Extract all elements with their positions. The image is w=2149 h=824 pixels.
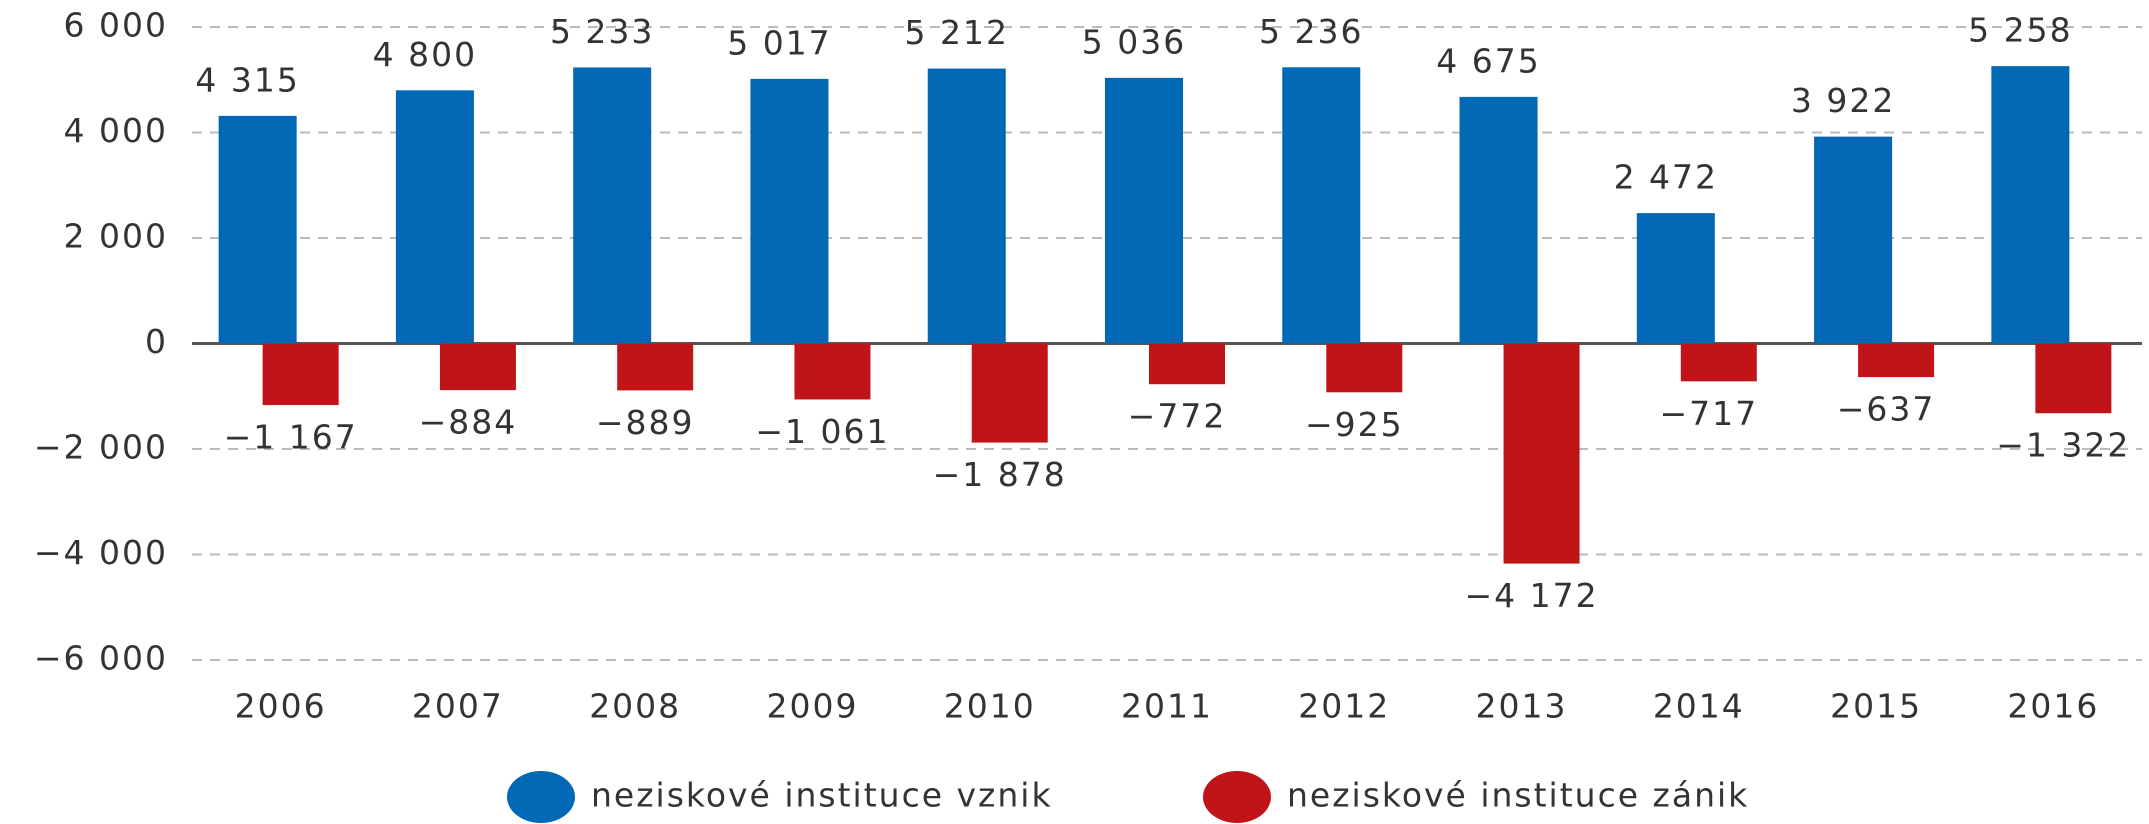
y-tick-label: 6 000 (64, 6, 168, 45)
x-tick-label: 2010 (944, 687, 1036, 726)
data-label: 4 315 (195, 60, 299, 99)
x-tick-label: 2012 (1298, 687, 1390, 726)
x-tick-label: 2006 (235, 687, 327, 726)
data-label: −1 167 (224, 418, 358, 457)
data-label: 5 233 (550, 12, 654, 51)
data-label: −772 (1128, 397, 1227, 436)
y-tick-label: −4 000 (34, 533, 168, 572)
data-label: −1 878 (933, 455, 1067, 494)
data-label: −4 172 (1464, 576, 1598, 615)
bar (573, 67, 652, 344)
data-label: 5 036 (1082, 22, 1186, 61)
bar (971, 343, 1048, 443)
data-label: 3 922 (1791, 81, 1895, 120)
bar (1149, 343, 1225, 385)
data-label: 5 236 (1259, 12, 1363, 51)
data-label: −1 061 (755, 412, 889, 451)
x-tick-label: 2014 (1653, 687, 1745, 726)
x-tick-label: 2013 (1476, 687, 1568, 726)
bar (1814, 136, 1893, 344)
bar (1459, 96, 1538, 344)
data-label: 5 017 (727, 23, 831, 62)
data-label: 4 800 (373, 35, 477, 74)
bar (1282, 67, 1361, 344)
data-label: 4 675 (1436, 41, 1540, 80)
x-tick-label: 2015 (1830, 687, 1922, 726)
y-tick-label: 0 (145, 322, 168, 361)
bar (1680, 343, 1757, 382)
bar (927, 68, 1006, 344)
legend-label: neziskové instituce vznik (591, 776, 1053, 815)
data-label: −637 (1837, 390, 1936, 429)
data-label: −717 (1659, 394, 1758, 433)
bar (395, 90, 474, 344)
data-label: −889 (596, 403, 695, 442)
data-label: −884 (419, 403, 518, 442)
bar (439, 343, 516, 391)
bar (617, 343, 694, 391)
bar (218, 115, 297, 344)
x-tick-label: 2016 (2007, 687, 2099, 726)
bar (1858, 343, 1935, 378)
bar (2035, 343, 2112, 414)
data-label: −925 (1305, 405, 1404, 444)
legend-label: neziskové instituce zánik (1287, 776, 1749, 815)
x-tick-label: 2011 (1121, 687, 1213, 726)
x-tick-label: 2008 (589, 687, 681, 726)
bar (1991, 66, 2070, 344)
bar (1105, 77, 1183, 344)
legend-marker (1203, 771, 1271, 823)
data-label: 5 212 (904, 13, 1008, 52)
data-label: −1 322 (1996, 426, 2130, 465)
y-tick-label: −2 000 (34, 428, 168, 467)
bar (262, 343, 339, 406)
bar (1636, 213, 1715, 344)
y-tick-label: 2 000 (64, 217, 168, 256)
bar (1503, 343, 1580, 564)
data-label: 2 472 (1614, 158, 1718, 197)
bar (1326, 343, 1403, 393)
legend-marker (507, 771, 575, 823)
data-label: 5 258 (1968, 11, 2072, 50)
x-tick-label: 2007 (412, 687, 504, 726)
bar (750, 78, 829, 344)
y-tick-label: 4 000 (64, 111, 168, 150)
bar (794, 343, 871, 400)
x-tick-label: 2009 (766, 687, 858, 726)
y-tick-label: −6 000 (34, 639, 168, 678)
